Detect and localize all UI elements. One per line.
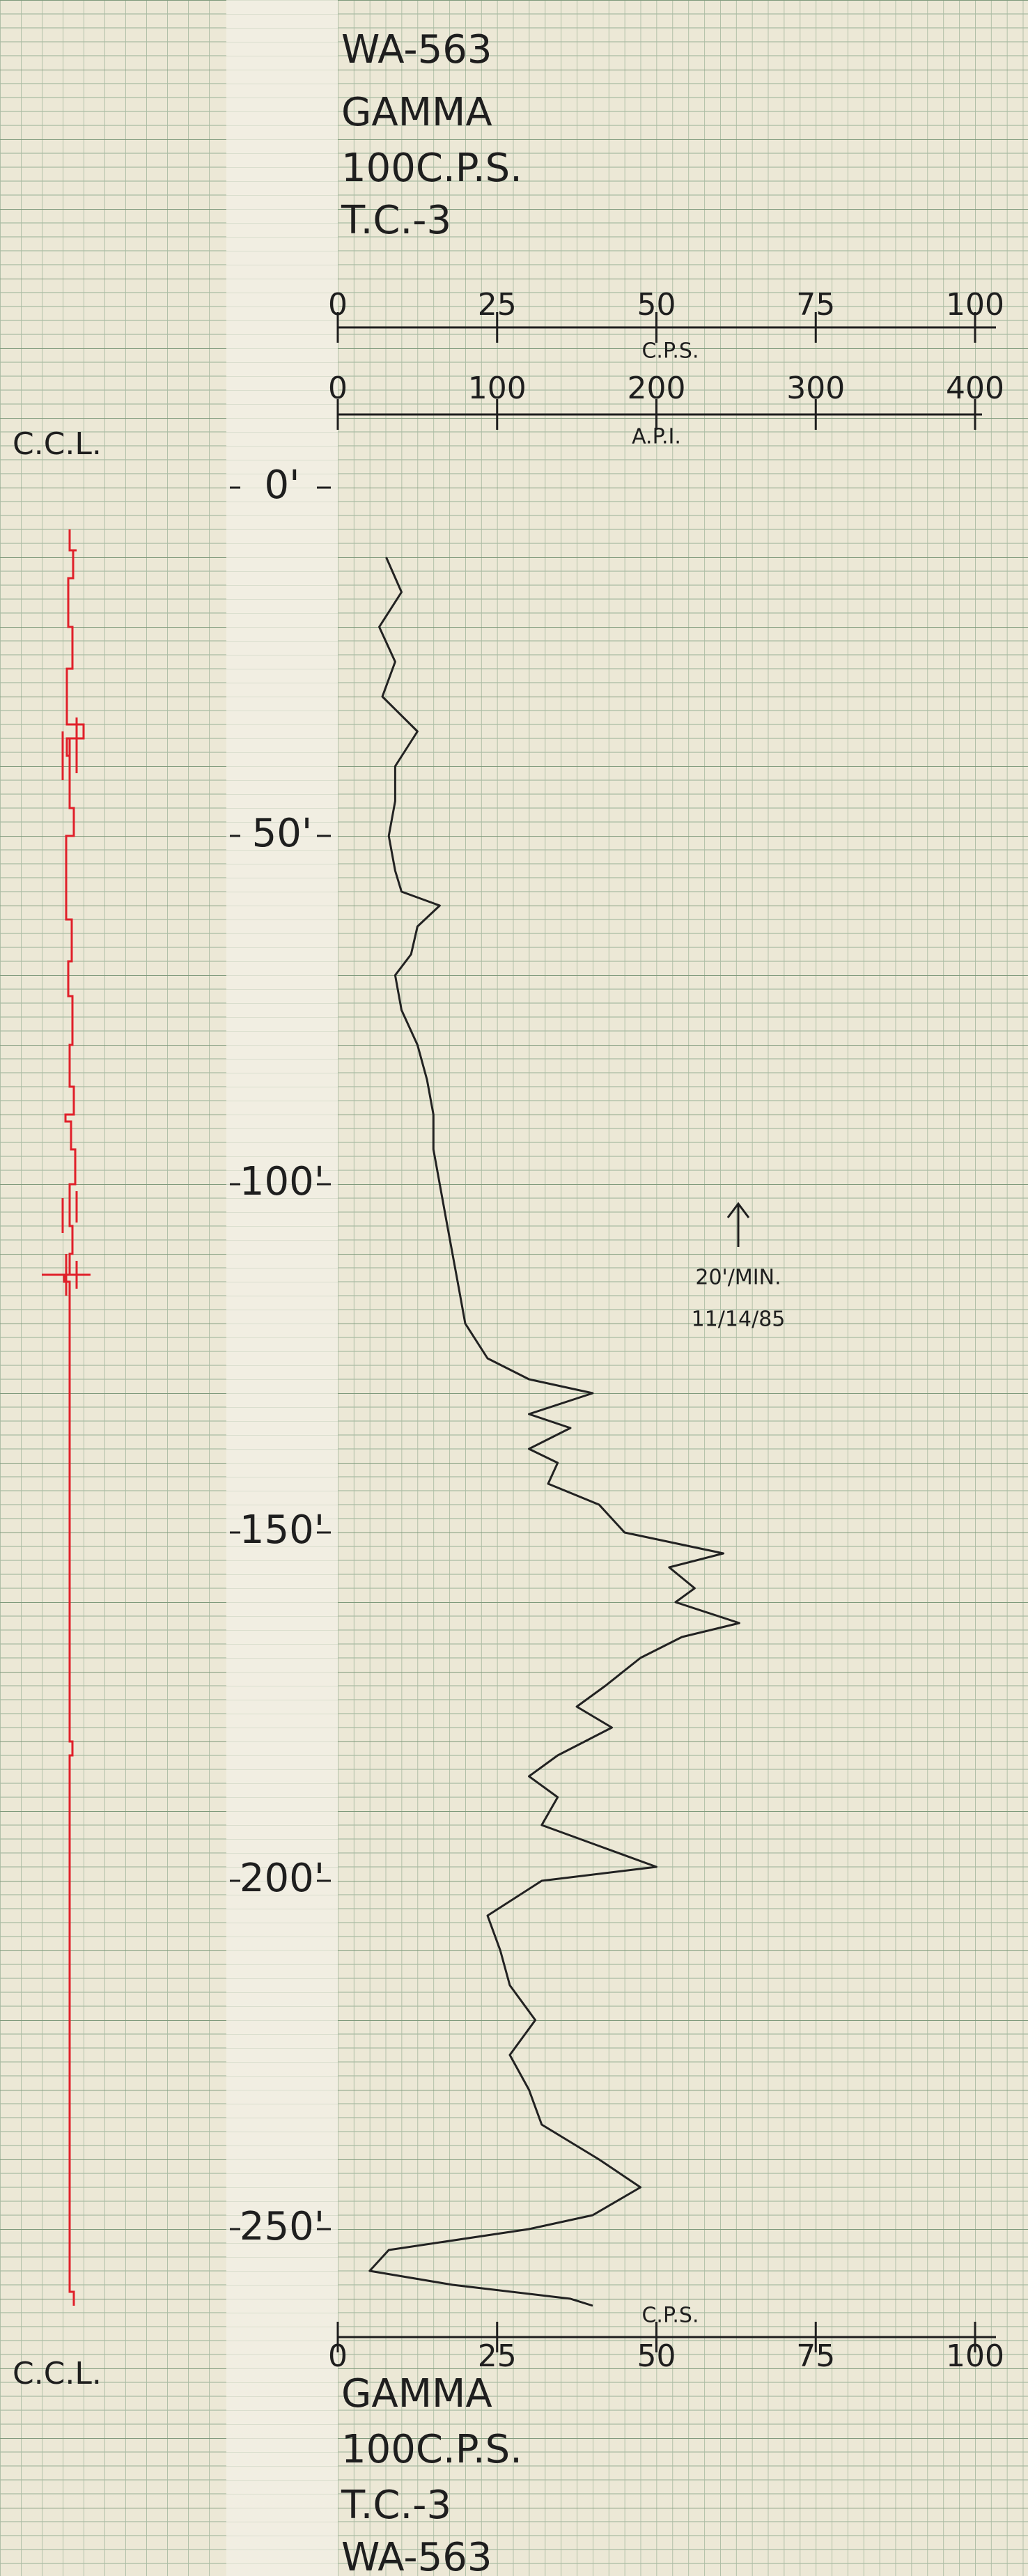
tick-label: 75	[796, 2338, 835, 2374]
ccl-track-grid	[0, 0, 226, 2576]
tick-label: 50	[637, 2338, 676, 2374]
depth-label: 50'	[252, 811, 313, 856]
tick-label: 400	[946, 371, 1004, 406]
depth-label: 200'	[240, 1856, 325, 1901]
ccl-curve	[63, 529, 85, 2306]
header-label: T.C.-3	[341, 198, 451, 243]
annotation-arrow	[726, 1202, 750, 1247]
tick-label: 25	[478, 2338, 517, 2374]
depth-column	[226, 0, 338, 2576]
depth-label: 0'	[264, 463, 299, 508]
tick-label: 200	[628, 371, 686, 406]
footer-label: 100C.P.S.	[341, 2427, 522, 2472]
ccl-label: C.C.L.	[13, 2356, 102, 2391]
depth-label: 100'	[240, 1159, 325, 1204]
ccl-label: C.C.L.	[13, 426, 102, 462]
footer-label: T.C.-3	[341, 2483, 451, 2528]
gamma-track-grid	[338, 0, 1028, 2576]
tick-label: 50	[637, 287, 676, 323]
tick-label: 300	[786, 371, 845, 406]
tick-label: 0	[328, 2338, 348, 2374]
header-label: GAMMA	[341, 90, 492, 135]
tick-label: 75	[796, 287, 835, 323]
tick-label: 100	[468, 371, 527, 406]
tick-label: 25	[478, 287, 517, 323]
axis-label: C.P.S.	[641, 2304, 699, 2328]
axis-label: A.P.I.	[632, 425, 681, 449]
footer-label: WA-563	[341, 2535, 492, 2576]
depth-label: 250'	[240, 2204, 325, 2249]
annotation: 20'/MIN.	[695, 1266, 781, 1290]
footer-label: GAMMA	[341, 2371, 492, 2416]
tick-label: 0	[328, 287, 348, 323]
header-label: 100C.P.S.	[341, 146, 522, 191]
tick-label: 0	[328, 371, 348, 406]
gamma-curve	[368, 557, 740, 2307]
annotation: 11/14/85	[692, 1308, 786, 1332]
tick-label: 100	[946, 287, 1004, 323]
tick-label: 100	[946, 2338, 1004, 2374]
axis-label: C.P.S.	[641, 339, 699, 364]
depth-label: 150'	[240, 1507, 325, 1553]
header-label: WA-563	[341, 27, 492, 72]
ccl-spikes	[42, 549, 91, 1296]
